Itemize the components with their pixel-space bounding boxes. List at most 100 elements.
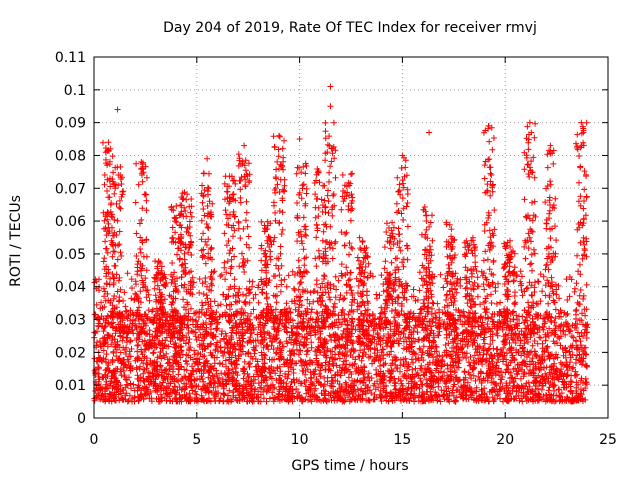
data-point	[279, 263, 285, 269]
data-point	[200, 230, 206, 236]
data-point	[258, 219, 264, 225]
data-point	[224, 189, 230, 195]
data-point	[425, 383, 431, 389]
data-point	[100, 140, 106, 146]
data-point	[329, 349, 335, 355]
data-point	[196, 290, 202, 296]
data-point	[115, 218, 121, 224]
data-point	[217, 273, 223, 279]
data-point	[345, 312, 351, 318]
data-point	[539, 288, 545, 294]
data-point	[151, 349, 157, 355]
data-point	[156, 259, 162, 265]
data-point	[239, 251, 245, 257]
data-point	[226, 250, 232, 256]
data-point	[231, 191, 237, 197]
data-point	[273, 167, 279, 173]
data-point	[116, 204, 122, 210]
data-point	[494, 301, 500, 307]
data-point	[224, 242, 230, 248]
data-point	[236, 220, 242, 226]
data-point	[241, 300, 247, 306]
data-point	[106, 221, 112, 227]
data-point	[150, 350, 156, 356]
data-point	[197, 276, 203, 282]
data-point	[448, 369, 454, 375]
data-point	[120, 334, 126, 340]
data-point	[556, 295, 562, 301]
data-point	[296, 257, 302, 263]
data-point	[247, 360, 253, 366]
data-point	[291, 286, 297, 292]
data-point	[495, 333, 501, 339]
data-point	[177, 256, 183, 262]
data-point	[117, 229, 123, 235]
data-point	[201, 291, 207, 297]
data-point	[143, 192, 149, 198]
data-point	[247, 334, 253, 340]
data-point	[224, 303, 230, 309]
data-point	[144, 175, 150, 181]
data-point	[277, 134, 283, 140]
data-point	[118, 206, 124, 212]
data-point	[170, 235, 176, 241]
data-point	[188, 196, 194, 202]
data-point	[264, 343, 270, 349]
data-point	[265, 301, 271, 307]
data-point	[558, 366, 564, 372]
data-point	[247, 300, 253, 306]
data-point	[225, 258, 231, 264]
data-point	[133, 161, 139, 167]
data-point	[278, 289, 284, 295]
data-point	[280, 155, 286, 161]
data-point	[538, 335, 544, 341]
data-point	[309, 306, 315, 312]
x-axis-label: GPS time / hours	[291, 458, 408, 474]
data-point	[218, 301, 224, 307]
data-point	[533, 352, 539, 358]
data-point	[225, 238, 231, 244]
data-point	[381, 362, 387, 368]
data-point	[134, 271, 140, 277]
data-point	[252, 347, 258, 353]
roti-scatter-chart: Day 204 of 2019, Rate Of TEC Index for r…	[0, 0, 640, 480]
data-point	[104, 188, 110, 194]
data-point	[510, 336, 516, 342]
data-point	[541, 274, 547, 280]
data-point	[333, 274, 339, 280]
data-point	[274, 299, 280, 305]
data-point	[284, 284, 290, 290]
data-point	[378, 272, 384, 278]
data-point	[118, 253, 124, 259]
data-point	[341, 328, 347, 334]
data-point	[415, 329, 421, 335]
data-point	[366, 355, 372, 361]
data-point	[104, 280, 110, 286]
data-point	[138, 217, 144, 223]
data-point	[489, 300, 495, 306]
data-point	[204, 242, 210, 248]
data-point	[525, 285, 531, 291]
data-point	[102, 238, 108, 244]
data-point	[462, 368, 468, 374]
data-point	[311, 288, 317, 294]
data-point	[107, 282, 113, 288]
data-point	[297, 348, 303, 354]
data-point	[133, 200, 139, 206]
data-point	[250, 399, 256, 405]
data-point	[529, 292, 535, 298]
data-point	[411, 311, 417, 317]
data-point	[492, 288, 498, 294]
data-point	[222, 276, 228, 282]
chart-title: Day 204 of 2019, Rate Of TEC Index for r…	[163, 20, 537, 36]
data-point	[243, 217, 249, 223]
data-point	[102, 182, 108, 188]
data-point	[482, 298, 488, 304]
data-points	[91, 84, 590, 405]
data-point	[233, 299, 239, 305]
data-point	[463, 355, 469, 361]
data-point	[146, 307, 152, 313]
y-axis-label: ROTI / TECUs	[8, 195, 24, 287]
data-point	[119, 181, 125, 187]
data-point	[573, 307, 579, 313]
